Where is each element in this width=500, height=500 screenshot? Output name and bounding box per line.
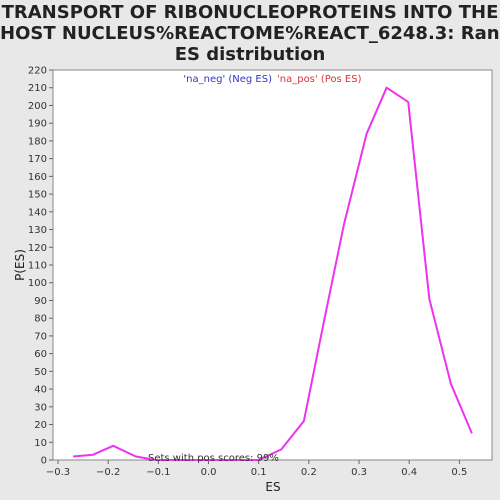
y-tick-label: 50	[34, 367, 47, 378]
y-tick-label: 200	[28, 101, 47, 112]
x-tick-label: 0.3	[351, 467, 367, 478]
x-axis-label: ES	[265, 480, 280, 494]
y-tick-label: 10	[34, 438, 47, 449]
y-tick-label: 130	[28, 225, 47, 236]
x-tick-label: 0.0	[201, 467, 217, 478]
y-tick-label: 70	[34, 331, 47, 342]
y-tick-label: 170	[28, 154, 47, 165]
x-tick-label: 0.2	[301, 467, 317, 478]
y-tick-label: 100	[28, 278, 47, 289]
y-tick-label: 210	[28, 83, 47, 94]
y-tick-label: 120	[28, 243, 47, 254]
y-tick-label: 60	[34, 349, 47, 360]
annotation-pos-scores: Sets with pos scores: 99%	[148, 453, 279, 464]
y-tick-label: 180	[28, 136, 47, 147]
y-tick-label: 40	[34, 385, 47, 396]
y-tick-label: 220	[28, 66, 47, 77]
y-tick-label: 90	[34, 296, 47, 307]
y-tick-label: 0	[41, 456, 47, 467]
y-tick-label: 30	[34, 402, 47, 413]
y-tick-label: 160	[28, 172, 47, 183]
y-tick-label: 20	[34, 420, 47, 431]
y-tick-label: 110	[28, 261, 47, 272]
x-tick-label: −0.1	[146, 467, 170, 478]
x-tick-label: 0.4	[401, 467, 417, 478]
y-tick-label: 80	[34, 314, 47, 325]
y-tick-label: 150	[28, 190, 47, 201]
legend-neg: 'na_neg' (Neg ES)	[183, 74, 272, 85]
x-tick-label: −0.3	[46, 467, 70, 478]
y-axis: 0 10 20 30 40 50 60 70 80 90 100 110 120 130 140 150 160…	[28, 66, 53, 467]
y-tick-label: 190	[28, 119, 47, 130]
legend-pos: 'na_pos' (Pos ES)	[277, 74, 362, 85]
x-tick-label: 0.5	[451, 467, 467, 478]
x-tick-label: −0.2	[96, 467, 120, 478]
x-tick-label: 0.1	[251, 467, 267, 478]
y-axis-label: P(ES)	[13, 249, 27, 281]
y-tick-label: 140	[28, 207, 47, 218]
